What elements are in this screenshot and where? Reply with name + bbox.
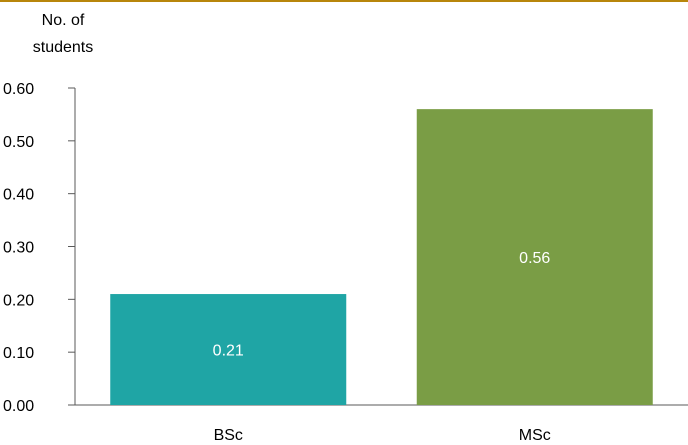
x-tick-label: BSc bbox=[214, 427, 243, 444]
y-tick-label: 0.40 bbox=[3, 187, 34, 204]
bar bbox=[416, 109, 653, 405]
y-tick-label: 0.50 bbox=[3, 134, 34, 151]
bar-value-label: 0.21 bbox=[213, 343, 244, 360]
y-tick-label: 0.10 bbox=[3, 345, 34, 362]
y-axis-title-line-2: students bbox=[33, 39, 93, 56]
y-tick-label: 0.20 bbox=[3, 292, 34, 309]
bars: 0.21 0.56 bbox=[110, 109, 653, 405]
y-tick-label: 0.60 bbox=[3, 81, 34, 98]
y-tick-label: 0.30 bbox=[3, 240, 34, 257]
top-rule bbox=[0, 0, 688, 2]
bar-value-label: 0.56 bbox=[519, 250, 550, 267]
bar bbox=[110, 294, 347, 405]
y-axis-title-line-1: No. of bbox=[42, 12, 85, 29]
y-tick-label: 0.00 bbox=[3, 398, 34, 415]
x-tick-label: MSc bbox=[519, 427, 551, 444]
